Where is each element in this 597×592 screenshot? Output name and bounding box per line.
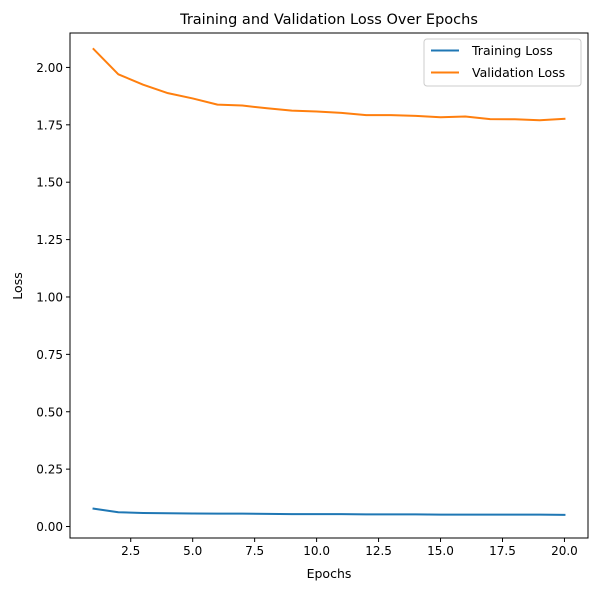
x-tick-label: 12.5 xyxy=(365,544,392,558)
y-tick-label: 1.50 xyxy=(36,176,63,190)
x-tick-label: 20.0 xyxy=(551,544,578,558)
x-axis-label: Epochs xyxy=(307,566,352,581)
y-tick-label: 0.00 xyxy=(36,520,63,534)
series-line-validation-loss xyxy=(92,47,566,122)
x-tick-label: 15.0 xyxy=(427,544,454,558)
legend-box xyxy=(423,38,582,87)
series-lines xyxy=(92,47,566,516)
x-tick-label: 2.5 xyxy=(121,544,140,558)
y-tick-label: 1.75 xyxy=(36,118,63,132)
plot-area xyxy=(69,32,589,539)
y-tick-label: 0.50 xyxy=(36,405,63,419)
x-axis: 2.5 5.0 7.5 10.0 12.5 15.0 17.5 20.0 xyxy=(121,538,578,558)
legend-label-training-loss: Training Loss xyxy=(471,43,553,58)
x-tick-label: 10.0 xyxy=(303,544,330,558)
y-tick-label: 0.25 xyxy=(36,463,63,477)
x-tick-label: 5.0 xyxy=(183,544,202,558)
y-axis-label: Loss xyxy=(10,272,25,299)
legend-label-validation-loss: Validation Loss xyxy=(472,65,565,80)
plot-frame xyxy=(69,32,589,539)
chart-title: Training and Validation Loss Over Epochs xyxy=(179,12,478,28)
y-tick-label: 1.25 xyxy=(36,233,63,247)
x-tick-label: 7.5 xyxy=(245,544,264,558)
y-axis: 0.00 0.25 0.50 0.75 1.00 1.25 1.50 1.75 2.00 xyxy=(36,61,70,534)
y-tick-label: 2.00 xyxy=(36,61,63,75)
y-tick-label: 0.75 xyxy=(36,348,63,362)
x-tick-label: 17.5 xyxy=(489,544,516,558)
series-line-training-loss xyxy=(92,507,566,516)
y-tick-label: 1.00 xyxy=(36,290,63,304)
legend: Training Loss Validation Loss xyxy=(423,38,582,87)
